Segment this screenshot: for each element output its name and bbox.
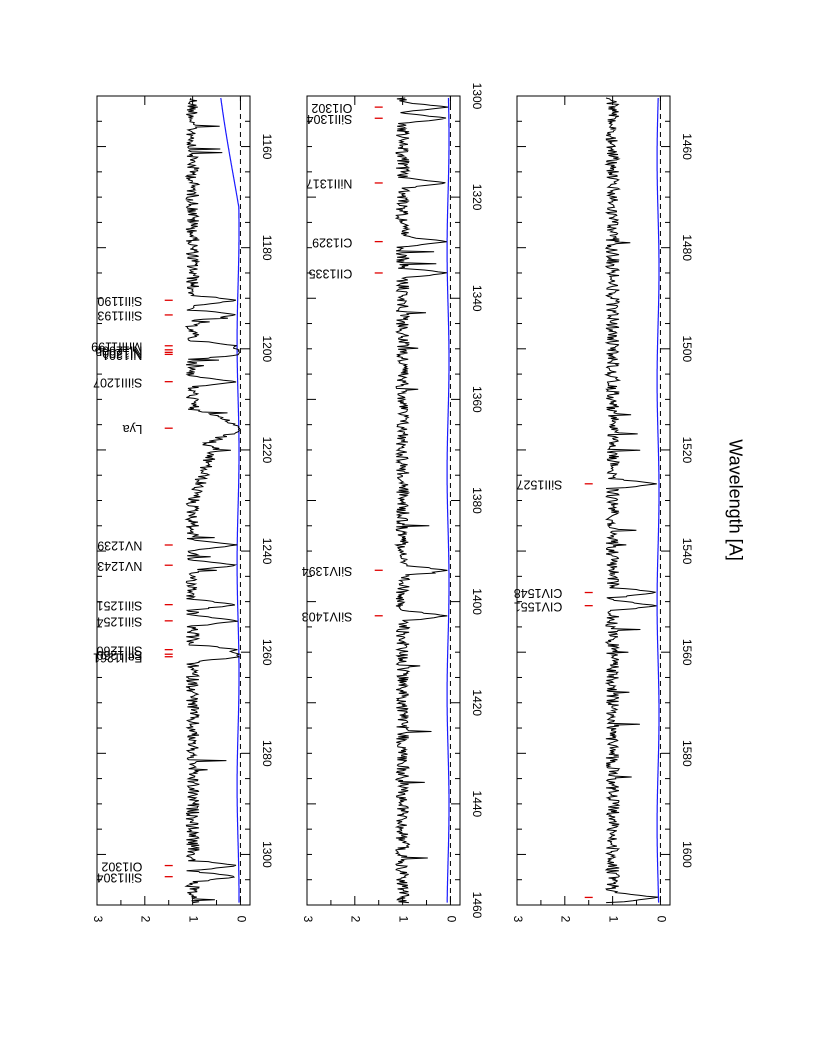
y-tick-label: 1 [186, 916, 200, 923]
line-label: OI1302 [101, 859, 142, 873]
x-tick-label: 1200 [260, 335, 274, 362]
line-label: NiII1317 [306, 177, 353, 191]
line-label: SiII1251 [97, 598, 143, 612]
line-label: NI1200b [95, 344, 142, 358]
x-tick-label: 1340 [470, 285, 484, 312]
x-tick-label: 1460 [680, 133, 694, 160]
y-tick-label: 1 [606, 916, 620, 923]
x-tick-label: 1500 [680, 335, 694, 362]
panel-frame [96, 95, 251, 906]
y-tick-label: 3 [301, 916, 315, 923]
line-label: CII1335 [309, 267, 353, 281]
y-tick-label: 3 [91, 916, 105, 923]
line-label: SiIII1207 [93, 375, 142, 389]
line-label: SiII1190 [97, 294, 142, 308]
x-tick-label: 1240 [260, 538, 274, 565]
x-tick-label: 1300 [260, 841, 274, 868]
x-tick-label: 1540 [680, 538, 694, 565]
x-tick-label: 1380 [470, 487, 484, 514]
x-tick-label: 1360 [470, 386, 484, 413]
panel-frame [306, 95, 461, 906]
x-tick-label: 1180 [260, 235, 274, 261]
x-tick-label: 1280 [260, 740, 274, 767]
line-label: MnII1199 [91, 339, 142, 353]
line-label: SiII1260 [97, 643, 143, 657]
x-axis-label: Wavelength [A] [725, 439, 745, 560]
line-label: SiIV1394 [302, 564, 353, 578]
panel-frame [516, 95, 671, 906]
x-tick-label: 1600 [680, 841, 694, 868]
line-label: SiII1193 [97, 309, 142, 323]
x-tick-label: 1580 [680, 740, 694, 767]
line-label: NV1239 [97, 539, 142, 553]
line-label: OI1302 [311, 101, 352, 115]
spectrum-panel-3: 1460 1480 1500 1520 1540 1560 1580 1600 0 1 2 3 SiII… [511, 95, 694, 923]
line-label: FeII1261 [93, 650, 142, 664]
line-label: NI1200a [95, 346, 142, 360]
line-label: SiII1254 [97, 615, 143, 629]
y-tick-label: 0 [444, 916, 458, 923]
y-tick-label: 2 [139, 916, 153, 923]
line-label: SiIV1403 [302, 609, 353, 623]
x-tick-label: 1420 [470, 689, 484, 716]
line-label: CIV1551 [514, 599, 563, 613]
flux-spectrum-line [394, 97, 449, 904]
line-label: SiII1260 [97, 648, 143, 662]
spectrum-panel-2: 1300 1320 1340 1360 1380 1400 1420 1440 1460 0 1 2 3… [301, 83, 484, 923]
line-label: Lya [123, 422, 143, 436]
x-tick-label: 1260 [260, 639, 274, 666]
x-tick-label: 1520 [680, 437, 694, 464]
error-spectrum-line [220, 97, 240, 903]
y-tick-label: 0 [234, 916, 248, 923]
error-spectrum-line [656, 98, 660, 903]
line-label: CI1329 [312, 235, 352, 249]
flux-spectrum-line [604, 97, 659, 904]
x-tick-label: 1560 [680, 639, 694, 666]
y-tick-label: 2 [349, 916, 363, 923]
line-label: CIV1548 [514, 586, 563, 600]
line-label: SiII1304 [307, 112, 353, 126]
y-tick-label: 0 [654, 916, 668, 923]
error-spectrum-line [446, 97, 450, 903]
x-tick-label: 1460 [470, 892, 484, 919]
y-tick-label: 3 [511, 916, 525, 923]
spectrum-panel-1: 1160 1180 1200 1220 1240 1260 1280 1300 0 1 2 3 SiII… [91, 95, 274, 923]
x-tick-label: 1300 [470, 83, 484, 110]
line-label: NV1243 [97, 559, 142, 573]
x-tick-label: 1160 [260, 134, 274, 160]
x-tick-label: 1320 [470, 184, 484, 211]
x-tick-label: 1480 [680, 234, 694, 261]
line-label: SiII1304 [97, 870, 143, 884]
x-tick-label: 1400 [470, 588, 484, 615]
y-tick-label: 2 [559, 916, 573, 923]
y-tick-label: 1 [396, 916, 410, 923]
flux-spectrum-line [184, 97, 241, 904]
line-label: SiII1527 [517, 478, 563, 492]
x-tick-label: 1220 [260, 437, 274, 464]
line-label: NI1201 [102, 348, 142, 362]
x-tick-label: 1440 [470, 791, 484, 818]
